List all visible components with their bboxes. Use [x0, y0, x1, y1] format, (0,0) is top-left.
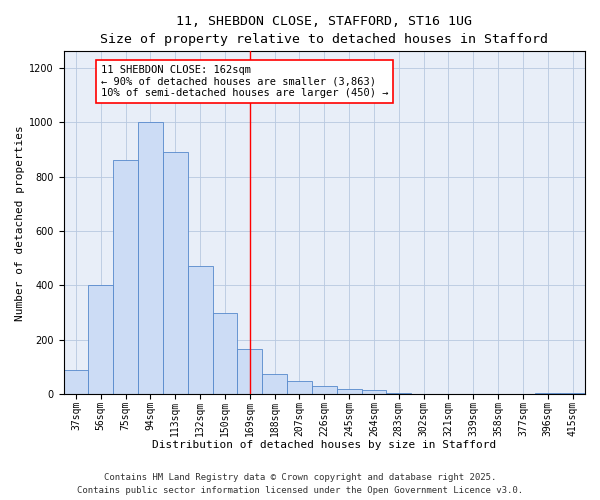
Title: 11, SHEBDON CLOSE, STAFFORD, ST16 1UG
Size of property relative to detached hous: 11, SHEBDON CLOSE, STAFFORD, ST16 1UG Si… — [100, 15, 548, 46]
Text: 11 SHEBDON CLOSE: 162sqm
← 90% of detached houses are smaller (3,863)
10% of sem: 11 SHEBDON CLOSE: 162sqm ← 90% of detach… — [101, 65, 388, 98]
Bar — [163, 152, 188, 394]
Bar — [88, 286, 113, 395]
Bar — [287, 380, 312, 394]
Y-axis label: Number of detached properties: Number of detached properties — [15, 125, 25, 320]
Bar — [64, 370, 88, 394]
Bar — [560, 393, 585, 394]
Bar — [113, 160, 138, 394]
Text: Contains HM Land Registry data © Crown copyright and database right 2025.
Contai: Contains HM Land Registry data © Crown c… — [77, 474, 523, 495]
Bar — [386, 393, 411, 394]
Bar — [535, 393, 560, 394]
Bar — [312, 386, 337, 394]
Bar — [212, 312, 238, 394]
Bar — [362, 390, 386, 394]
Bar — [238, 350, 262, 395]
X-axis label: Distribution of detached houses by size in Stafford: Distribution of detached houses by size … — [152, 440, 496, 450]
Bar — [337, 389, 362, 394]
Bar — [188, 266, 212, 394]
Bar — [138, 122, 163, 394]
Bar — [262, 374, 287, 394]
